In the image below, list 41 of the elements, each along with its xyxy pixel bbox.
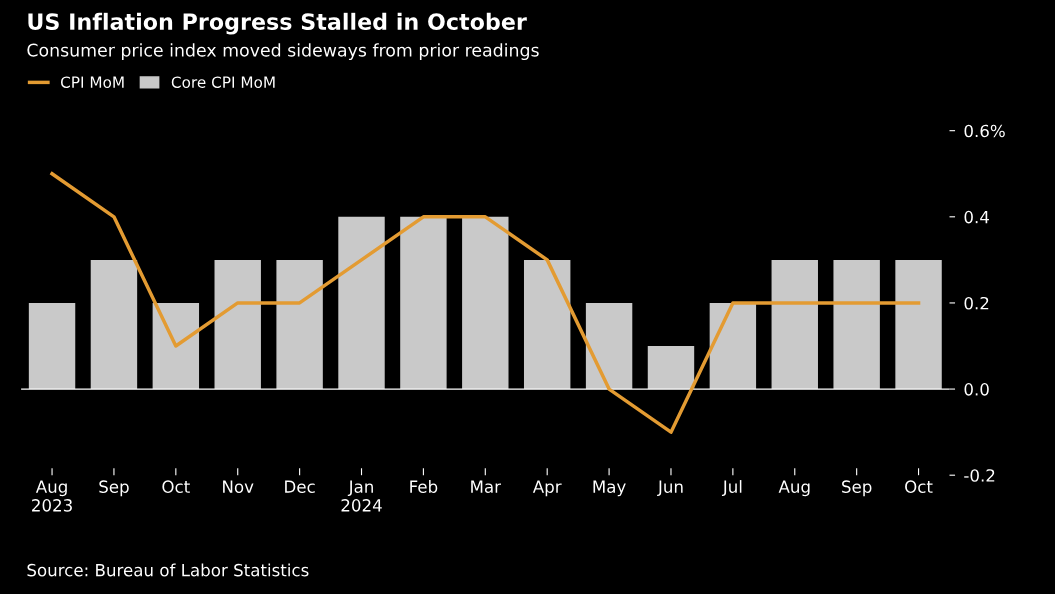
- y-tick-label: 0.4: [964, 210, 989, 224]
- x-tick-label: Jul: [721, 480, 742, 497]
- bar: [400, 216, 447, 390]
- legend-label: Core CPI MoM: [171, 76, 275, 88]
- y-tick-label: 0.6%: [964, 124, 1005, 138]
- bar: [895, 259, 942, 390]
- y-tick-label: -0.2: [964, 469, 995, 482]
- bar: [709, 302, 757, 390]
- chart-title: US Inflation Progress Stalled in October: [28, 12, 527, 35]
- x-tick-label: Mar: [471, 480, 502, 493]
- x-tick-label: Feb: [410, 480, 438, 493]
- x-tick-label: Sep: [99, 480, 129, 497]
- bar: [28, 302, 76, 390]
- x-tick-label: Oct: [905, 480, 933, 493]
- line-series: [50, 172, 921, 434]
- bar: [276, 259, 323, 390]
- x-tick-label: Jan 2024: [341, 480, 382, 512]
- bar: [338, 216, 385, 390]
- legend-label: CPI MoM: [60, 76, 124, 88]
- bar: [90, 259, 138, 390]
- x-tick-label: Aug 2023: [32, 480, 72, 512]
- x-tick-label: Nov: [223, 480, 254, 493]
- bar: [833, 259, 880, 390]
- y-tick-label: 0.2: [964, 296, 989, 310]
- y-tick-label: 0.0: [964, 383, 989, 396]
- x-tick-label: Oct: [162, 480, 190, 493]
- bar: [523, 259, 571, 390]
- bar: [462, 216, 509, 390]
- x-tick-label: Sep: [842, 480, 872, 497]
- bar: [585, 302, 633, 390]
- bar: [214, 259, 261, 390]
- chart-subtitle: Consumer price index moved sideways from prior readings: [27, 43, 539, 61]
- x-tick-label: May: [593, 480, 626, 497]
- bar: [771, 259, 818, 390]
- x-tick-label: Dec: [285, 480, 315, 493]
- x-tick-label: Aug: [778, 480, 810, 497]
- x-tick-label: Apr: [532, 480, 562, 497]
- source-note: Source: Bureau of Labor Statistics: [27, 563, 309, 577]
- bar: [647, 346, 695, 390]
- bar: [152, 302, 200, 390]
- x-tick-label: Jun: [657, 480, 683, 497]
